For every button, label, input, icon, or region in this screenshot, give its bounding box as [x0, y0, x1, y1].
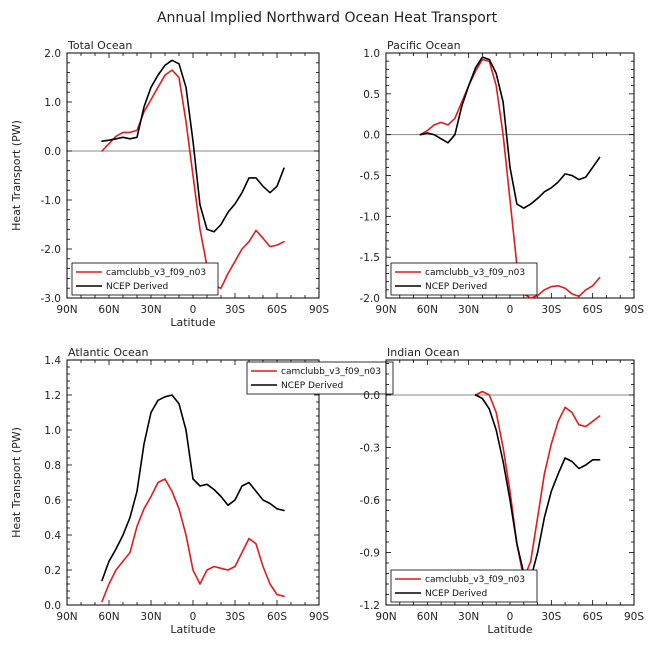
x-tick-label: 90N	[56, 611, 77, 623]
y-tick-label: 0.2	[44, 565, 61, 577]
y-tick-label: -2.0	[41, 244, 62, 256]
x-tick-label: 0	[190, 611, 197, 623]
legend-box	[246, 361, 394, 395]
y-tick-label: 0.6	[44, 495, 61, 507]
legend-label: camclubb_v3_f09_n03	[425, 575, 525, 585]
series-line	[474, 394, 601, 580]
legend-label: camclubb_v3_f09_n03	[106, 268, 206, 278]
x-tick-label: 30S	[225, 611, 245, 623]
y-tick-label: 0.0	[44, 600, 61, 612]
x-tick-label: 60N	[417, 304, 438, 316]
x-tick-label: 60S	[267, 304, 287, 316]
x-tick-label: 60S	[583, 304, 603, 316]
panel-title: Indian Ocean	[387, 346, 460, 359]
y-tick-label: -1.0	[360, 211, 381, 223]
y-tick-label: -2.0	[360, 293, 381, 305]
y-tick-label: 0.0	[363, 130, 380, 142]
figure-title: Annual Implied Northward Ocean Heat Tran…	[157, 10, 498, 26]
y-tick-label: -1.0	[41, 195, 62, 207]
legend-label: camclubb_v3_f09_n03	[425, 268, 525, 278]
x-tick-label: 60N	[98, 611, 119, 623]
x-tick-label: 0	[507, 304, 514, 316]
y-tick-label: -0.6	[360, 495, 381, 507]
legend: camclubb_v3_f09_n03 NCEP Derived	[246, 361, 394, 395]
y-axis-label: Heat Transport (PW)	[10, 120, 23, 231]
plot-frame	[385, 52, 635, 299]
legend-box	[71, 262, 219, 296]
series-line	[101, 69, 285, 290]
x-tick-label: 30S	[225, 304, 245, 316]
panel-2: Pacific Ocean 90N 60N 30N 0 30S 60S 90S 1.0 0.5 0.…	[360, 39, 645, 316]
x-tick-label: 30N	[458, 611, 479, 623]
y-tick-label: 2.0	[44, 48, 61, 60]
y-tick-label: 0.5	[363, 89, 380, 101]
x-tick-label: 90S	[624, 304, 644, 316]
legend: camclubb_v3_f09_n03 NCEP Derived	[71, 262, 219, 296]
legend-label: NCEP Derived	[425, 589, 487, 599]
y-tick-label: 1.4	[44, 355, 61, 367]
x-tick-label: 60N	[98, 304, 119, 316]
panel-title: Pacific Ocean	[387, 39, 461, 52]
x-tick-label: 90S	[309, 611, 329, 623]
x-tick-label: 60S	[267, 611, 287, 623]
y-tick-label: 1.0	[44, 425, 61, 437]
legend: camclubb_v3_f09_n03 NCEP Derived	[390, 262, 538, 296]
legend-box	[390, 262, 538, 296]
series-line	[101, 478, 285, 603]
panel-3: Atlantic Ocean 90N 60N 30N 0 30S 60S 90S 1.4 1.2 1…	[10, 346, 394, 636]
series-line	[419, 56, 601, 209]
legend-label: NCEP Derived	[106, 282, 168, 292]
panel-title: Atlantic Ocean	[68, 346, 149, 359]
legend-box	[390, 569, 538, 603]
x-tick-label: 30N	[140, 304, 161, 316]
y-tick-label: -0.3	[360, 443, 381, 455]
x-tick-label: 30S	[541, 611, 561, 623]
y-tick-label: -3.0	[41, 293, 62, 305]
y-axis-label: Heat Transport (PW)	[10, 427, 23, 538]
x-tick-label: 90N	[56, 304, 77, 316]
plot-frame	[385, 359, 635, 606]
y-tick-label: 0.0	[363, 390, 380, 402]
y-tick-label: -0.9	[360, 548, 381, 560]
x-tick-label: 60N	[417, 611, 438, 623]
y-tick-label: 0.8	[44, 460, 61, 472]
x-tick-label: 0	[190, 304, 197, 316]
legend: camclubb_v3_f09_n03 NCEP Derived	[390, 569, 538, 603]
x-tick-label: 30S	[541, 304, 561, 316]
y-tick-label: 1.0	[363, 48, 380, 60]
y-tick-label: 1.0	[44, 97, 61, 109]
x-tick-label: 90S	[309, 304, 329, 316]
legend-label: NCEP Derived	[281, 381, 343, 391]
x-tick-label: 60S	[583, 611, 603, 623]
x-tick-label: 90N	[375, 611, 396, 623]
x-tick-label: 90S	[624, 611, 644, 623]
series-line	[419, 58, 601, 299]
x-tick-label: 30N	[140, 611, 161, 623]
panel-title: Total Ocean	[67, 39, 132, 52]
legend-label: camclubb_v3_f09_n03	[281, 367, 381, 377]
series-line	[474, 390, 601, 580]
panel-4: Indian Ocean 90N 60N 30N 0 30S 60S 90S 0.0 -0.3 -0…	[360, 346, 645, 636]
x-axis-label: Latitude	[170, 623, 216, 636]
y-tick-label: 0.4	[44, 530, 61, 542]
y-tick-label: 0.0	[44, 146, 61, 158]
series-line	[101, 59, 285, 233]
y-tick-label: -1.5	[360, 252, 381, 264]
series-line	[101, 394, 285, 582]
panel-1: Total Ocean 90N 60N 30N 0 30S 60S 90S 2.0 1.0 0.0 -…	[10, 39, 329, 329]
y-tick-label: 1.2	[44, 390, 61, 402]
x-axis-label: Latitude	[487, 623, 533, 636]
x-tick-label: 30N	[458, 304, 479, 316]
y-tick-label: -0.5	[360, 171, 381, 183]
x-axis-label: Latitude	[170, 316, 216, 329]
legend-label: NCEP Derived	[425, 282, 487, 292]
x-tick-label: 0	[507, 611, 514, 623]
x-tick-label: 90N	[375, 304, 396, 316]
y-tick-label: -1.2	[360, 600, 381, 612]
